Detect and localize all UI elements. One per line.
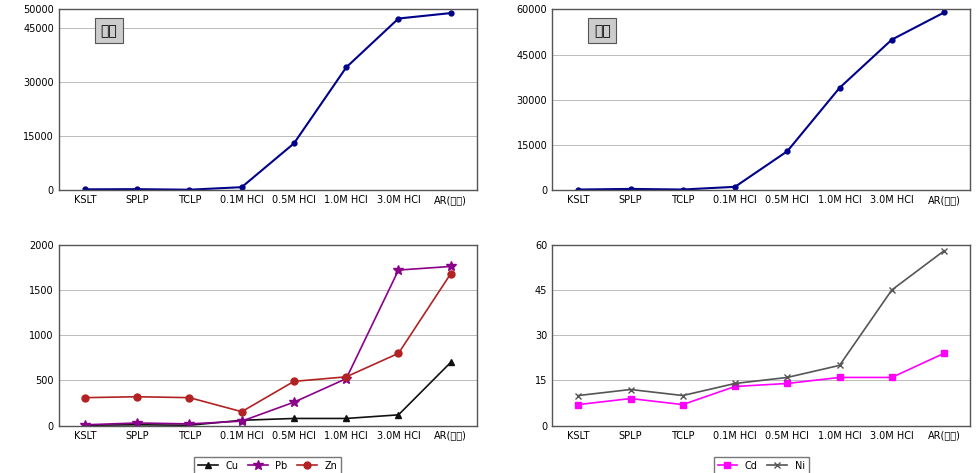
Ni xyxy=(938,248,950,254)
Zn xyxy=(393,350,405,356)
Ni xyxy=(572,393,584,398)
Zn xyxy=(288,378,300,384)
Zn xyxy=(183,395,195,401)
Text: 비소: 비소 xyxy=(101,24,118,38)
Cd xyxy=(886,375,898,380)
Line: Cd: Cd xyxy=(575,350,948,408)
Cu xyxy=(340,416,352,421)
Pb xyxy=(288,399,300,405)
Cd xyxy=(677,402,689,407)
Legend: Cd, Ni: Cd, Ni xyxy=(713,457,808,473)
Zn xyxy=(445,271,457,277)
Line: Pb: Pb xyxy=(80,262,456,429)
Legend: Cu, Pb, Zn: Cu, Pb, Zn xyxy=(194,457,341,473)
Cd xyxy=(834,375,846,380)
Cu xyxy=(183,422,195,428)
Cu xyxy=(79,422,91,428)
Pb xyxy=(79,422,91,428)
Ni xyxy=(886,287,898,293)
Line: Cu: Cu xyxy=(81,359,454,429)
Line: Zn: Zn xyxy=(81,270,454,415)
Pb xyxy=(131,420,143,426)
Pb xyxy=(393,267,405,273)
Pb xyxy=(236,418,248,424)
Text: 비소: 비소 xyxy=(594,24,611,38)
Cd xyxy=(729,384,741,389)
Ni xyxy=(834,362,846,368)
Line: Ni: Ni xyxy=(575,247,948,399)
Cu xyxy=(393,412,405,418)
Zn xyxy=(79,395,91,401)
Cu xyxy=(445,359,457,365)
Ni xyxy=(677,393,689,398)
Pb xyxy=(445,263,457,269)
Cd xyxy=(624,396,636,402)
Pb xyxy=(340,376,352,382)
Zn xyxy=(236,409,248,414)
Ni xyxy=(781,375,793,380)
Cd xyxy=(781,381,793,386)
Pb xyxy=(183,421,195,427)
Cu xyxy=(288,416,300,421)
Cd xyxy=(572,402,584,407)
Cu xyxy=(236,418,248,423)
Zn xyxy=(131,394,143,400)
Cd xyxy=(938,350,950,356)
Zn xyxy=(340,374,352,380)
Ni xyxy=(729,381,741,386)
Ni xyxy=(624,386,636,392)
Cu xyxy=(131,422,143,428)
